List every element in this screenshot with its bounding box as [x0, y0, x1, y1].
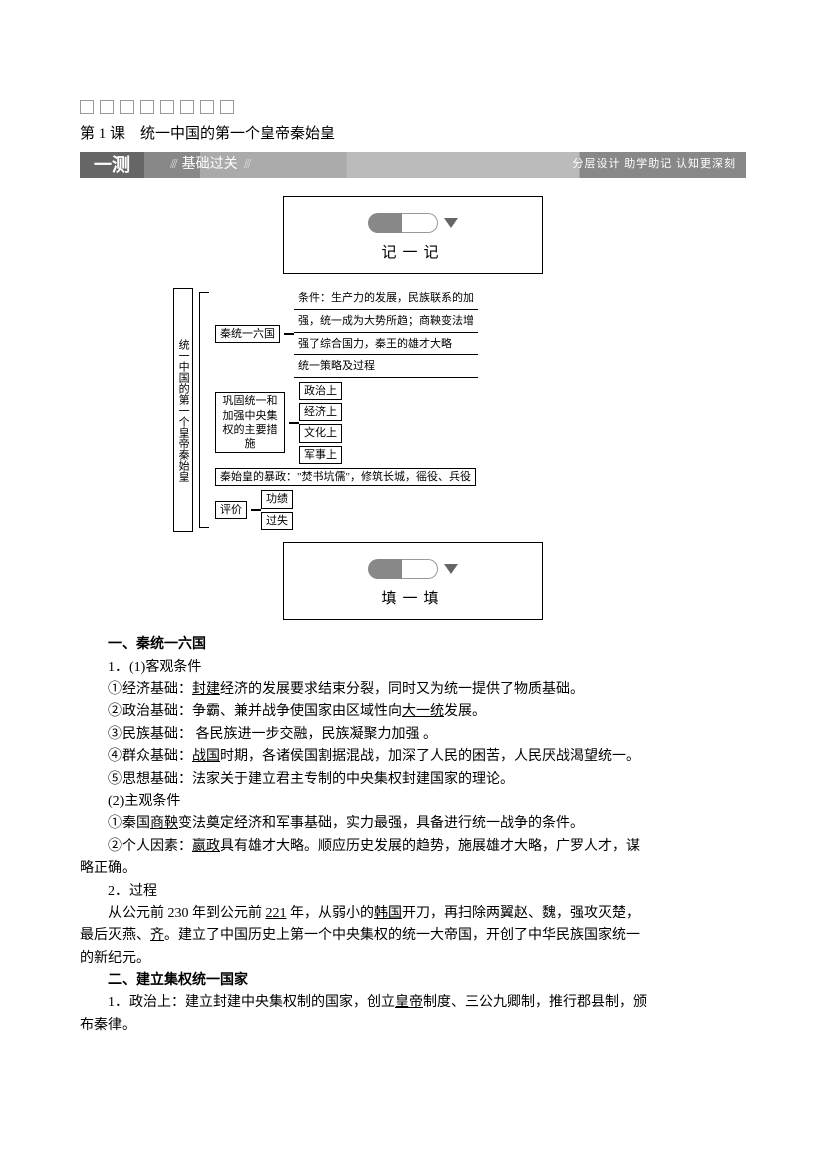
- text-line: 2．过程: [80, 881, 746, 903]
- text-line: (2)主观条件: [80, 791, 746, 813]
- text-line: 1．政治上：建立封建中央集权制的国家，创立皇帝制度、三公九卿制，推行郡县制，颁: [80, 992, 746, 1014]
- text-line: ⑤思想基础：法家关于建立君主专制的中央集权封建国家的理论。: [80, 769, 746, 791]
- diagram-node-2: 巩固统一和加强中央集权的主要措施: [215, 392, 285, 453]
- diagram-leaf: 强了综合国力，秦王的雄才大略: [294, 336, 478, 356]
- text-line: ④群众基础：战国时期，各诸侯国割据混战，加深了人民的困苦，人民厌战渴望统一。: [80, 746, 746, 768]
- dropdown-icon: [444, 218, 458, 228]
- text-line: ②个人因素：嬴政具有雄才大略。顺应历史发展的趋势，施展雄才大略，广罗人才，谋: [80, 836, 746, 858]
- diagram-leaf: 强，统一成为大势所趋；商鞅变法增: [294, 313, 478, 333]
- banner-mid-label: 基础过关: [144, 154, 275, 176]
- diagram-leaf: 军事上: [299, 446, 342, 464]
- dropdown-icon: [444, 564, 458, 574]
- diagram-leaf: 条件：生产力的发展，民族联系的加: [294, 290, 478, 310]
- text-line: ①经济基础：封建经济的发展要求结束分裂，同时又为统一提供了物质基础。: [80, 679, 746, 701]
- text-line: 布秦律。: [80, 1015, 746, 1037]
- text-line: 1．(1)客观条件: [80, 657, 746, 679]
- text-line: 略正确。: [80, 858, 746, 880]
- diagram-leaf: 统一策略及过程: [294, 358, 478, 378]
- diagram-leaf: 功绩: [261, 490, 293, 508]
- heading-1: 一、秦统一六国: [80, 634, 746, 656]
- text-line: ①秦国商鞅变法奠定经济和军事基础，实力最强，具备进行统一战争的条件。: [80, 813, 746, 835]
- text-line: 从公元前 230 年到公元前 221 年，从弱小的韩国开刀，再扫除两翼赵、魏，强…: [80, 903, 746, 925]
- heading-2: 二、建立集权统一国家: [80, 970, 746, 992]
- banner-right-label: 分层设计 助学助记 认知更深刻: [573, 156, 747, 174]
- banner-left-label: 一测: [80, 152, 144, 178]
- diagram-node-4: 评价: [215, 501, 247, 519]
- text-line: 的新纪元。: [80, 948, 746, 970]
- diagram-leaf: 政治上: [299, 382, 342, 400]
- box1-label: 记一记: [294, 241, 532, 265]
- text-line: ②政治基础：争霸、兼并战争使国家由区域性向大一统发展。: [80, 701, 746, 723]
- memo-box-1: 记一记: [283, 196, 543, 274]
- memo-box-2: 填一填: [283, 542, 543, 620]
- diagram-leaf: 文化上: [299, 424, 342, 442]
- text-line: ③民族基础： 各民族进一步交融，民族凝聚力加强 。: [80, 724, 746, 746]
- text-line: 最后灭燕、齐。建立了中国历史上第一个中央集权的统一大帝国，开创了中华民族国家统一: [80, 925, 746, 947]
- box-toggle-widget: [368, 559, 458, 579]
- diagram-leaf: 经济上: [299, 403, 342, 421]
- document-content: 一、秦统一六国 1．(1)客观条件 ①经济基础：封建经济的发展要求结束分裂，同时…: [80, 634, 746, 1037]
- diagram-root: 统一中国的第一个皇帝秦始皇: [173, 288, 193, 531]
- diagram-node-3: 秦始皇的暴政："焚书坑儒"，修筑长城，徭役、兵役: [215, 468, 476, 486]
- box2-label: 填一填: [294, 587, 532, 611]
- concept-diagram: 统一中国的第一个皇帝秦始皇 秦统一六国 条件：生产力的发展，民族联系的加 强，统…: [173, 288, 653, 531]
- lesson-title: 第 1 课 统一中国的第一个皇帝秦始皇: [80, 122, 746, 146]
- box-toggle-widget: [368, 213, 458, 233]
- diagram-leaf: 过失: [261, 512, 293, 530]
- placeholder-boxes: [80, 100, 746, 114]
- section-banner: 一测 基础过关 分层设计 助学助记 认知更深刻: [80, 152, 746, 178]
- diagram-node-1: 秦统一六国: [215, 325, 280, 343]
